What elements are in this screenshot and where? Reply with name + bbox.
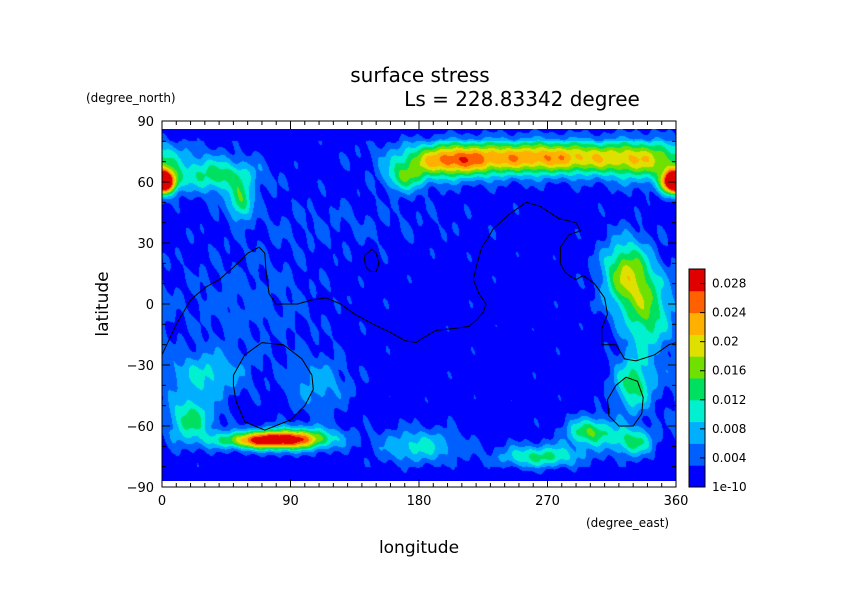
y-tick-label: 30	[137, 237, 154, 252]
colorbar-tick-label: 0.004	[712, 451, 746, 465]
colorbar-segment	[689, 378, 705, 401]
y-tick-label: 90	[137, 115, 154, 130]
chart-title: surface stress	[350, 63, 489, 87]
y-tick-label: 0	[146, 298, 154, 313]
heatmap-field	[162, 129, 676, 481]
plot-area: 0 90 180 270 360 −90 −60 −30 0 30 60 90	[127, 115, 689, 509]
colorbar-segment	[689, 465, 705, 488]
y-unit-label: (degree_north)	[86, 91, 176, 105]
x-tick-label: 270	[535, 494, 560, 509]
contour-line	[232, 342, 314, 431]
colorbar-segment	[689, 443, 705, 466]
contour-line	[161, 201, 677, 362]
y-tick-label: −60	[127, 420, 154, 435]
colorbar-tick-label: 0.016	[712, 364, 746, 378]
colorbar-tick-label: 1e-10	[712, 480, 747, 494]
colorbar-tick-label: 0.008	[712, 422, 746, 436]
colorbar-tick-label: 0.024	[712, 306, 746, 320]
x-axis-ticks: 0 90 180 270 360	[158, 121, 689, 509]
colorbar: 1e-10 0.004 0.008 0.012 0.016 0.02 0.024 0.028	[688, 268, 747, 494]
chart-subtitle: Ls = 228.83342 degree	[404, 87, 640, 111]
x-tick-label: 0	[158, 494, 166, 509]
y-axis-ticks: −90 −60 −30 0 30 60 90	[127, 115, 676, 496]
colorbar-tick-label: 0.012	[712, 393, 746, 407]
y-tick-label: −90	[127, 481, 154, 496]
colorbar-tick-label: 0.028	[712, 277, 746, 291]
colorbar-segment	[689, 356, 705, 379]
colorbar-segment	[689, 269, 705, 292]
x-unit-label: (degree_east)	[586, 516, 669, 530]
y-axis-label: latitude	[93, 271, 113, 336]
x-axis-label: longitude	[379, 538, 459, 558]
colorbar-segment	[689, 312, 705, 335]
colorbar-frame	[688, 268, 706, 488]
contour-line	[606, 376, 644, 427]
x-tick-label: 90	[282, 494, 299, 509]
colorbar-segment	[689, 399, 705, 423]
x-tick-label: 360	[664, 494, 689, 509]
contour-line	[364, 248, 380, 272]
colorbar-segment	[689, 290, 705, 314]
contour-layer	[161, 201, 677, 431]
colorbar-segment	[689, 421, 705, 444]
y-tick-label: −30	[127, 359, 154, 374]
colorbar-tick-label: 0.02	[712, 335, 739, 349]
y-tick-label: 60	[137, 176, 154, 191]
colorbar-segment	[689, 334, 705, 357]
x-tick-label: 180	[407, 494, 432, 509]
